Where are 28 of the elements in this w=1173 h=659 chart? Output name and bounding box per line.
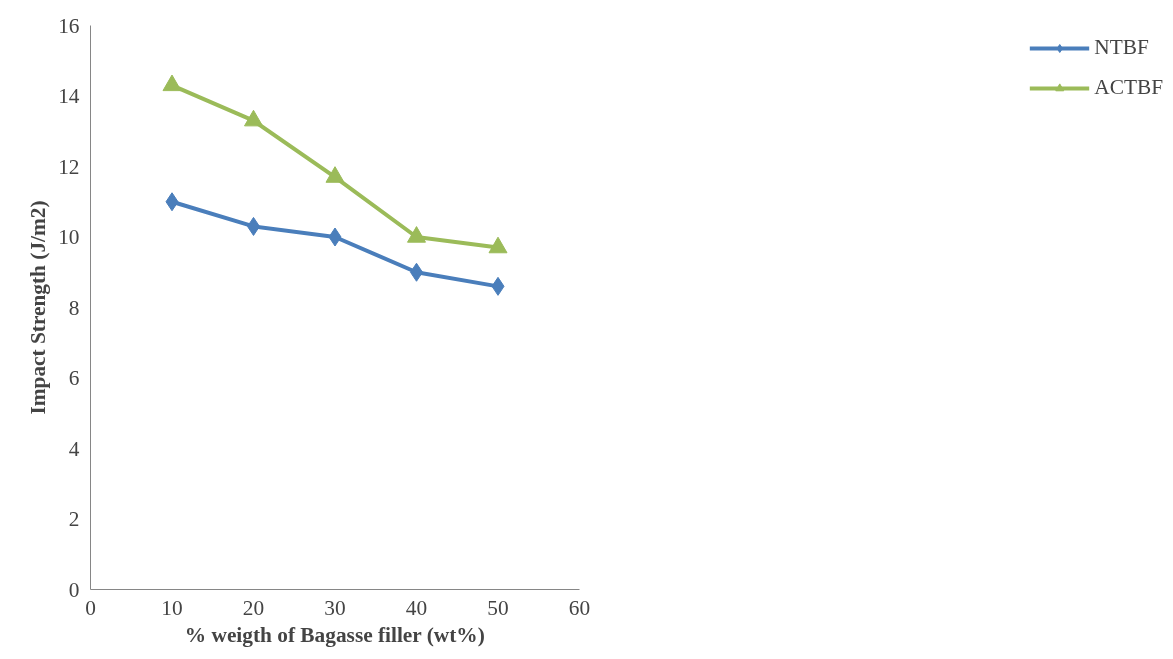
y-tick-label: 6 xyxy=(68,366,80,390)
x-tick-label: 10 xyxy=(161,595,183,620)
y-axis-title: Impact Strength (J/m2) xyxy=(26,200,51,415)
y-tick-label: 2 xyxy=(68,507,80,531)
y-tick-label: 12 xyxy=(58,154,80,179)
point xyxy=(165,192,179,212)
x-tick-label: 60 xyxy=(568,595,591,620)
x-tick-label: 40 xyxy=(405,595,428,620)
x-tick-label: 30 xyxy=(324,595,346,620)
y-tick-label: 16 xyxy=(58,13,80,38)
x-tick-label: 20 xyxy=(242,595,265,620)
point xyxy=(488,236,508,254)
y-tick-label: 8 xyxy=(68,295,80,320)
y-tick-label: 14 xyxy=(58,84,80,108)
point xyxy=(328,227,342,247)
point xyxy=(244,109,263,127)
y-tick-label: 0 xyxy=(68,577,80,602)
legend-label: NTBF xyxy=(1094,35,1149,60)
y-tick-label: 10 xyxy=(58,225,80,249)
legend-label: ACTBF xyxy=(1094,75,1163,100)
point xyxy=(491,276,505,296)
point xyxy=(162,74,182,92)
y-tick-label: 4 xyxy=(68,436,80,461)
x-tick-label: 0 xyxy=(85,595,96,620)
x-axis-title: % weigth of Bagasse filler (wt%) xyxy=(184,622,485,647)
x-tick-label: 50 xyxy=(487,595,509,620)
point xyxy=(407,226,426,243)
point xyxy=(325,166,345,183)
